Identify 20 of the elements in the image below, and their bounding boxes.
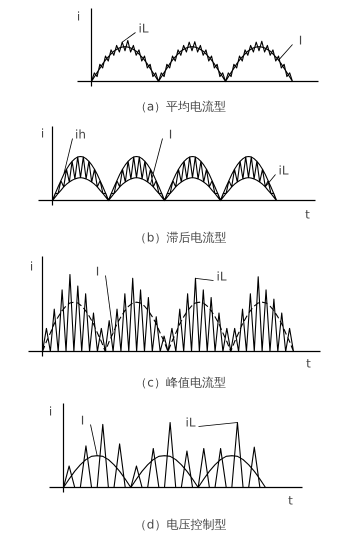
y-axis-title: i <box>76 10 80 24</box>
series-label: ih <box>75 128 86 142</box>
x-axis-title: t <box>305 208 310 222</box>
text: I <box>168 128 172 142</box>
series-label: I <box>298 34 302 48</box>
y-axis-title: i <box>30 260 34 274</box>
text: （b）滞后电流型 <box>134 230 226 244</box>
text: （c）峰值电流型 <box>135 376 226 390</box>
legend-label: iL <box>185 416 196 430</box>
y-axis-title: i <box>48 404 52 418</box>
text: I <box>96 264 100 278</box>
series-label: iL <box>278 164 289 178</box>
series-label: iL <box>138 22 149 36</box>
text: （d）电压控制型 <box>134 518 226 532</box>
legend-label: iL <box>216 270 227 284</box>
y-axis-title: i <box>40 126 44 140</box>
x-axis-title: t <box>306 356 312 370</box>
x-axis-title: t <box>288 494 294 508</box>
text: （a）平均电流型 <box>134 100 226 114</box>
text: I <box>80 414 84 428</box>
